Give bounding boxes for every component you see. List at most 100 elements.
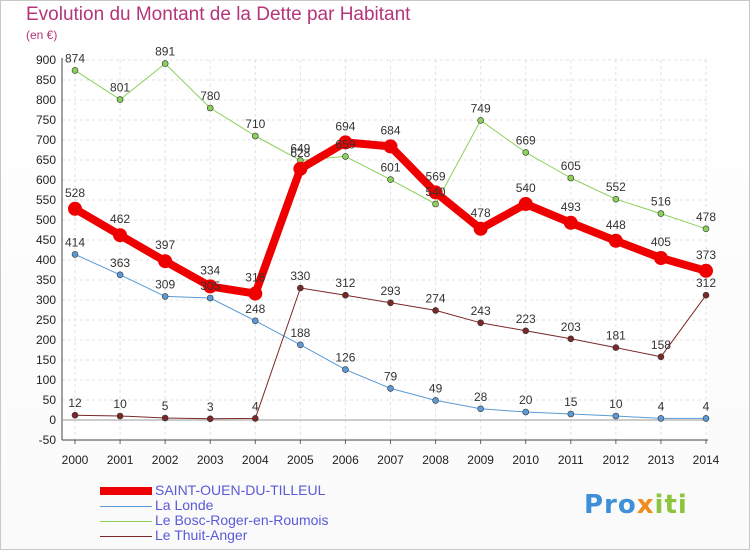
data-point xyxy=(567,410,575,418)
x-tick-label: 2001 xyxy=(107,453,134,467)
data-point xyxy=(612,195,620,203)
data-label: 405 xyxy=(651,235,671,249)
data-point xyxy=(387,176,394,183)
data-point xyxy=(612,344,620,351)
data-point xyxy=(68,201,82,216)
data-label: 312 xyxy=(335,276,355,290)
data-label: 126 xyxy=(335,351,355,365)
y-tick-label: 550 xyxy=(36,193,56,207)
data-label: 669 xyxy=(516,133,536,147)
data-point xyxy=(563,215,578,230)
x-tick-label: 2003 xyxy=(197,453,224,467)
x-tick-label: 2009 xyxy=(467,453,494,467)
data-label: 5 xyxy=(162,399,169,413)
data-point xyxy=(522,327,530,335)
data-label: 462 xyxy=(110,212,130,226)
x-tick-label: 2005 xyxy=(287,453,314,467)
x-tick-label: 2007 xyxy=(377,453,404,467)
data-label: 478 xyxy=(696,210,716,224)
data-label: 397 xyxy=(155,238,175,252)
data-label: 801 xyxy=(110,81,130,95)
data-label: 243 xyxy=(471,304,491,318)
data-label: 749 xyxy=(471,101,491,115)
data-label: 10 xyxy=(609,397,623,411)
data-point xyxy=(161,60,169,67)
data-label: 334 xyxy=(200,263,220,277)
data-point xyxy=(116,412,124,420)
legend-swatch xyxy=(100,505,152,507)
data-point xyxy=(428,185,443,200)
data-point xyxy=(71,251,79,258)
data-label: 891 xyxy=(155,45,175,59)
data-point xyxy=(567,174,575,182)
y-tick-label: 600 xyxy=(36,173,56,187)
data-point xyxy=(432,200,439,208)
data-point xyxy=(342,153,349,160)
data-point xyxy=(702,225,710,233)
data-label: 305 xyxy=(200,279,220,293)
y-tick-label: 100 xyxy=(36,373,56,387)
data-label: 293 xyxy=(380,284,400,298)
legend-label: Le Bosc-Roger-en-Roumois xyxy=(155,512,329,528)
data-label: 330 xyxy=(290,269,310,283)
y-tick-label: 750 xyxy=(36,113,56,127)
y-tick-label: 900 xyxy=(36,53,56,67)
y-tick-label: -50 xyxy=(39,433,57,447)
data-label: 15 xyxy=(564,395,578,409)
data-label: 516 xyxy=(651,195,671,209)
data-point xyxy=(432,307,439,314)
data-point xyxy=(116,271,124,279)
data-point xyxy=(702,415,710,422)
data-label: 309 xyxy=(155,277,175,291)
data-point xyxy=(206,104,214,112)
data-point xyxy=(161,293,169,300)
data-label: 20 xyxy=(519,393,533,407)
data-point xyxy=(71,67,79,74)
data-point xyxy=(608,233,623,248)
data-label: 569 xyxy=(426,169,446,183)
data-label: 605 xyxy=(561,159,581,173)
data-point xyxy=(383,139,398,154)
data-label: 540 xyxy=(516,181,536,195)
data-label: 363 xyxy=(110,256,130,270)
data-point xyxy=(612,412,620,420)
y-tick-label: 0 xyxy=(49,413,56,427)
data-point xyxy=(251,415,259,422)
data-point xyxy=(158,254,173,269)
data-label: 694 xyxy=(335,119,355,133)
legend-swatch xyxy=(100,535,152,537)
x-tick-label: 2012 xyxy=(603,453,630,467)
data-label: 223 xyxy=(516,312,536,326)
y-tick-label: 250 xyxy=(36,313,56,327)
data-point xyxy=(387,299,394,307)
legend-label: SAINT-OUEN-DU-TILLEUL xyxy=(155,482,326,498)
y-tick-label: 400 xyxy=(36,253,56,267)
data-point xyxy=(113,228,128,243)
data-point xyxy=(116,96,124,103)
data-point xyxy=(71,411,79,419)
y-tick-label: 450 xyxy=(36,233,56,247)
data-label: 874 xyxy=(65,51,85,65)
data-point xyxy=(248,286,263,301)
data-label: 601 xyxy=(380,161,400,175)
y-tick-label: 350 xyxy=(36,273,56,287)
data-label: 10 xyxy=(113,397,127,411)
legend-swatch xyxy=(100,487,152,495)
y-unit-label: (en €) xyxy=(26,28,58,42)
y-tick-label: 700 xyxy=(36,133,56,147)
x-tick-label: 2002 xyxy=(152,453,179,467)
data-label: 158 xyxy=(651,338,671,352)
x-tick-label: 2006 xyxy=(332,453,359,467)
data-label: 3 xyxy=(207,400,214,414)
data-label: 780 xyxy=(200,89,220,103)
data-label: 49 xyxy=(429,381,443,395)
data-point xyxy=(432,397,439,404)
legend-swatch xyxy=(100,520,152,522)
data-label: 188 xyxy=(290,326,310,340)
x-tick-label: 2004 xyxy=(242,453,269,467)
data-point xyxy=(653,251,668,265)
data-point xyxy=(293,161,308,176)
data-label: 478 xyxy=(471,206,491,220)
data-label: 528 xyxy=(65,186,85,200)
